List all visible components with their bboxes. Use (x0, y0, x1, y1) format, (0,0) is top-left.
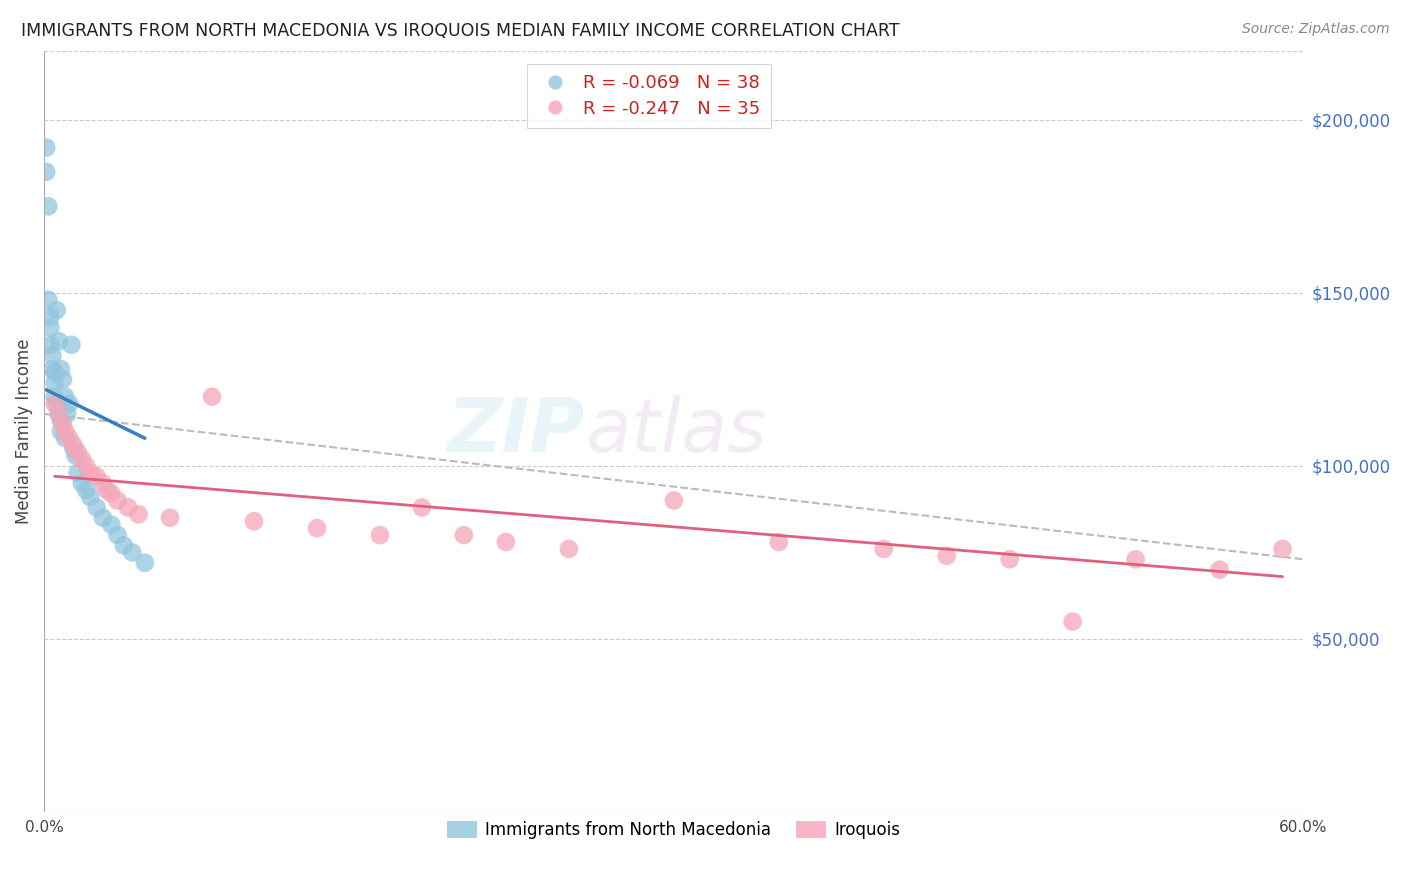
Point (305, 521, 328, 535)
Point (100, 486, 122, 500)
Point (75, 458, 97, 473)
Point (58, 431, 80, 445)
Point (453, 528, 475, 542)
Point (100, 517, 122, 532)
Point (159, 510, 181, 524)
Point (37, 199, 59, 213)
Point (53, 390, 76, 404)
Point (53, 424, 76, 438)
Point (935, 549, 957, 563)
Point (86, 500, 108, 515)
Text: ZIP: ZIP (449, 395, 586, 467)
Point (411, 500, 433, 515)
Point (45, 396, 67, 410)
Point (62, 438, 84, 452)
Point (39, 310, 62, 324)
Point (1125, 552, 1147, 566)
Point (1208, 563, 1230, 577)
Point (66, 445, 89, 459)
Point (48, 407, 70, 421)
Point (558, 541, 581, 556)
Point (44, 390, 66, 404)
Point (52, 417, 75, 432)
Y-axis label: Median Family Income: Median Family Income (15, 339, 32, 524)
Point (35, 165, 58, 179)
Point (107, 493, 129, 508)
Point (107, 528, 129, 542)
Point (75, 483, 97, 497)
Point (128, 508, 150, 522)
Point (39, 338, 62, 352)
Point (58, 396, 80, 410)
Point (368, 528, 391, 542)
Point (35, 140, 58, 154)
Point (121, 545, 143, 559)
Point (112, 539, 135, 553)
Point (91, 476, 114, 491)
Point (37, 293, 59, 307)
Point (96, 483, 118, 497)
Point (201, 390, 224, 404)
Point (56, 407, 79, 421)
Point (65, 449, 87, 463)
Point (662, 493, 685, 508)
Point (49, 424, 72, 438)
Point (52, 372, 75, 386)
Point (70, 452, 93, 467)
Point (39, 320, 62, 334)
Text: atlas: atlas (586, 395, 768, 467)
Point (41, 348, 63, 362)
Point (49, 414, 72, 428)
Point (768, 535, 790, 549)
Point (44, 366, 66, 380)
Text: IMMIGRANTS FROM NORTH MACEDONIA VS IROQUOIS MEDIAN FAMILY INCOME CORRELATION CHA: IMMIGRANTS FROM NORTH MACEDONIA VS IROQU… (21, 22, 900, 40)
Point (1271, 541, 1294, 556)
Point (91, 510, 114, 524)
Point (62, 442, 84, 456)
Point (495, 535, 517, 549)
Point (48, 407, 70, 421)
Point (44, 396, 66, 410)
Point (48, 334, 70, 349)
Point (86, 469, 108, 483)
Point (41, 362, 63, 376)
Point (243, 514, 266, 528)
Point (60, 338, 83, 352)
Point (134, 556, 156, 570)
Text: Source: ZipAtlas.com: Source: ZipAtlas.com (1241, 22, 1389, 37)
Point (66, 466, 89, 480)
Point (1062, 615, 1084, 629)
Point (53, 431, 76, 445)
Point (79, 466, 101, 480)
Point (70, 476, 93, 491)
Point (79, 490, 101, 504)
Point (117, 500, 139, 515)
Point (49, 362, 72, 376)
Legend: Immigrants from North Macedonia, Iroquois: Immigrants from North Macedonia, Iroquoi… (440, 814, 907, 846)
Point (873, 541, 896, 556)
Point (44, 376, 66, 390)
Point (998, 552, 1021, 566)
Point (45, 303, 67, 318)
